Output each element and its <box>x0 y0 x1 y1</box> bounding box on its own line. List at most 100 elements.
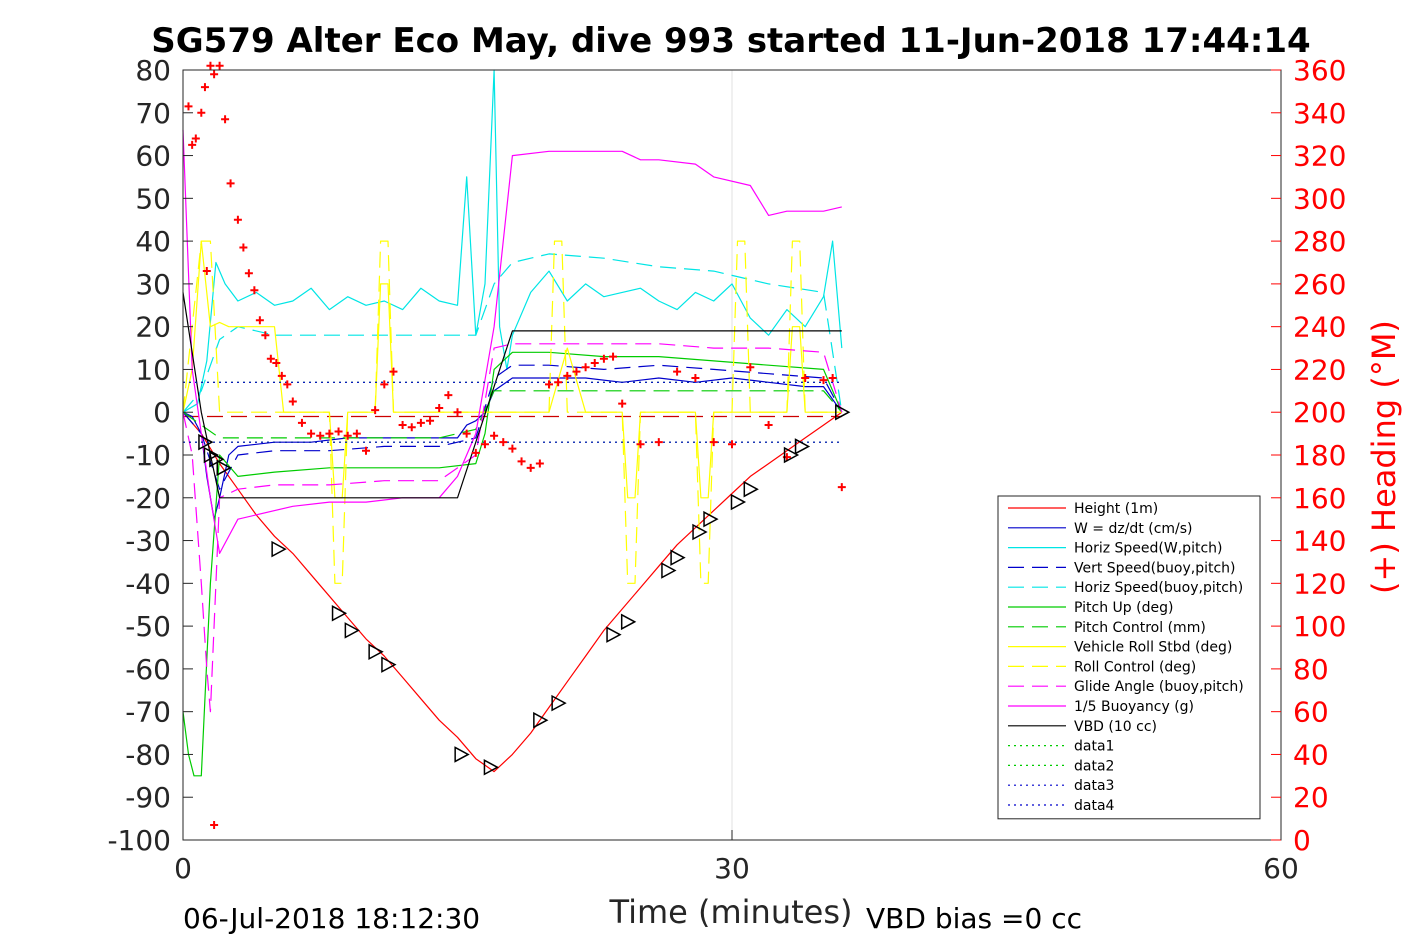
series-line-1-5-buoyancy-g <box>182 129 842 555</box>
left-tick-label-11: -30 <box>125 525 171 558</box>
waypoint-marker <box>381 656 397 673</box>
heading-point <box>250 286 259 295</box>
right-tick-label-11: 140 <box>1293 525 1346 558</box>
right-tick-label-5: 260 <box>1293 268 1346 301</box>
x-tick-label-1: 30 <box>714 852 750 885</box>
heading-point <box>380 380 389 389</box>
x-axis-label: Time (minutes) <box>609 893 853 931</box>
waypoint-marker <box>216 459 232 477</box>
waypoint-marker <box>483 759 500 776</box>
waypoint-marker <box>198 433 214 451</box>
heading-point <box>508 444 517 453</box>
legend-label-vert-speed-buoy-pitch: Vert Speed(buoy,pitch) <box>1074 560 1236 576</box>
waypoint-marker <box>271 540 287 558</box>
heading-point <box>490 431 499 440</box>
heading-point <box>325 429 334 438</box>
legend-label-data3: data3 <box>1074 778 1114 794</box>
heading-point <box>191 134 200 143</box>
right-tick-label-17: 20 <box>1293 781 1329 814</box>
heading-point <box>210 70 219 79</box>
right-tick-label-8: 200 <box>1293 396 1346 429</box>
waypoint-marker <box>661 562 677 579</box>
legend-label-horiz-speed-buoy-pitch: Horiz Speed(buoy,pitch) <box>1074 580 1243 596</box>
waypoint-marker <box>209 451 225 468</box>
heading-point <box>618 399 627 408</box>
waypoint-marker <box>331 605 348 622</box>
heading-point <box>453 408 462 417</box>
heading-point <box>563 371 572 380</box>
left-tick-label-18: -100 <box>107 824 171 857</box>
waypoint-marker <box>670 549 686 566</box>
left-tick-label-5: 30 <box>135 268 171 301</box>
waypoint-marker <box>743 480 759 498</box>
x-tick-label-0: 0 <box>174 852 192 885</box>
heading-point <box>526 463 535 472</box>
heading-point <box>590 359 599 368</box>
heading-point <box>819 376 828 385</box>
heading-points <box>184 61 846 830</box>
heading-point <box>728 440 736 449</box>
left-tick-label-14: -60 <box>125 653 171 686</box>
left-tick-label-1: 70 <box>135 97 171 130</box>
left-tick-label-7: 10 <box>135 353 171 386</box>
heading-point <box>184 102 193 111</box>
series-line-vbd-10-cc <box>182 292 842 499</box>
left-tick-label-16: -80 <box>125 738 171 771</box>
legend-label-data4: data4 <box>1074 798 1115 814</box>
heading-point <box>545 380 553 389</box>
heading-point <box>407 423 416 432</box>
legend: Height (1m) W = dz/dt (cm/s) Horiz Speed(W… <box>997 495 1261 820</box>
x-axis-ticks: 0 30 60 <box>174 830 1299 885</box>
waypoint-markers <box>198 403 851 776</box>
right-tick-label-13: 100 <box>1293 610 1346 643</box>
legend-label-vehicle-roll-stbd-deg: Vehicle Roll Stbd (deg) <box>1074 640 1232 656</box>
right-tick-label-0: 360 <box>1293 54 1346 87</box>
left-tick-label-12: -40 <box>125 567 171 600</box>
heading-point <box>210 821 219 830</box>
left-tick-label-3: 50 <box>135 182 171 215</box>
waypoint-marker <box>730 493 747 511</box>
heading-point <box>764 421 773 430</box>
heading-point <box>471 448 480 457</box>
left-tick-label-2: 60 <box>135 140 171 173</box>
right-tick-label-1: 340 <box>1293 97 1346 130</box>
legend-label-roll-control-deg: Roll Control (deg) <box>1074 659 1196 675</box>
series-line-pitch-up-deg <box>182 351 843 777</box>
right-tick-label-4: 280 <box>1293 225 1346 258</box>
heading-point <box>636 440 645 449</box>
waypoint-marker <box>835 403 851 421</box>
heading-point <box>283 380 292 389</box>
heading-point <box>599 354 608 363</box>
heading-point <box>188 140 197 149</box>
heading-point <box>316 431 325 440</box>
waypoint-marker <box>203 446 220 464</box>
legend-label-data2: data2 <box>1074 758 1114 774</box>
heading-point <box>801 374 810 382</box>
heading-point <box>609 352 618 361</box>
heading-point <box>673 367 682 376</box>
series-line-height-1m <box>182 411 843 773</box>
right-tick-label-9: 180 <box>1293 439 1346 472</box>
heading-point <box>828 374 837 382</box>
right-tick-label-2: 320 <box>1293 140 1346 173</box>
waypoint-marker <box>533 711 549 729</box>
heading-point <box>215 61 224 70</box>
left-tick-label-0: 80 <box>135 54 171 87</box>
right-tick-label-3: 300 <box>1293 182 1346 215</box>
heading-point <box>444 391 453 400</box>
heading-point <box>202 267 211 276</box>
legend-box <box>997 495 1261 820</box>
heading-point <box>654 438 663 447</box>
legend-label-pitch-up-deg: Pitch Up (deg) <box>1074 600 1173 616</box>
heading-point <box>200 83 209 92</box>
left-tick-label-15: -70 <box>125 696 171 729</box>
chart-title: SG579 Alter Eco May, dive 993 started 11… <box>151 21 1310 61</box>
waypoint-marker <box>703 510 719 528</box>
heading-point <box>239 243 248 252</box>
series-line-horiz-speed-w-pitch <box>182 69 843 413</box>
heading-point <box>272 359 281 368</box>
heading-point <box>221 115 230 124</box>
legend-label-pitch-control-mm: Pitch Control (mm) <box>1074 620 1206 636</box>
heading-point <box>233 215 242 224</box>
heading-point <box>226 179 235 188</box>
